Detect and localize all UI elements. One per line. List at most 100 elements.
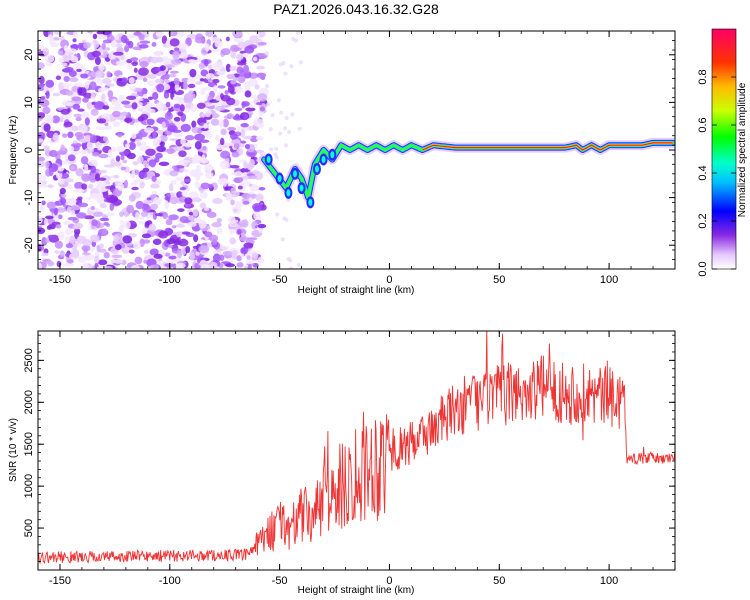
noise-blob [156,83,165,93]
noise-blob [138,171,148,179]
noise-blob [220,245,230,251]
noise-blob [212,78,220,84]
noise-blob [187,221,197,227]
colorbar-label: Normalized spectral amplitude [737,82,748,217]
noise-blob [133,241,141,250]
noise-blob [200,263,210,269]
noise-blob [225,195,233,201]
noise-blob [228,215,236,224]
noise-blob [173,116,181,122]
noise-blob [126,63,133,70]
noise-blob [274,146,279,151]
noise-blob [168,255,177,260]
noise-blob [128,249,135,254]
noise-blob [63,75,70,82]
noise-blob [95,70,104,78]
noise-blob [248,104,254,109]
noise-blob [240,233,246,237]
figure-title: PAZ1.2026.043.16.32.G28 [273,1,439,17]
noise-blob [92,33,98,40]
noise-blob [164,196,171,201]
colorbar-ticks: 0.0 0.2 0.4 0.6 0.8 [697,69,736,277]
noise-blob [216,70,226,76]
spectrogram-y-tick-label: -20 [23,237,35,253]
noise-blob [283,143,288,148]
noise-blob [264,51,269,56]
noise-blob [154,51,162,57]
noise-blob [78,42,83,50]
noise-blob [65,243,73,249]
noise-blob [113,234,120,243]
noise-blob [38,156,45,162]
noise-blob [111,106,123,111]
noise-blob [225,36,230,42]
noise-blob [138,44,149,49]
noise-blob [103,221,109,226]
noise-blob [195,251,200,256]
colorbar-tick-label: 0.2 [697,213,709,228]
noise-blob [116,145,125,153]
noise-blob [99,87,110,91]
noise-blob [124,45,130,53]
noise-blob [111,146,117,153]
noise-blob [164,200,169,210]
noise-blob [69,77,79,83]
noise-blob [74,131,84,138]
noise-blob [141,233,152,239]
snr-y-tick-label: 1500 [23,432,35,456]
noise-blob [216,227,223,235]
noise-blob [229,65,237,71]
noise-blob [109,202,115,211]
noise-blob [97,177,107,181]
noise-blob [47,234,53,239]
noise-blob [59,250,65,257]
noise-blob [159,135,168,142]
noise-blob [199,202,207,209]
noise-blob [276,98,281,103]
noise-blob [240,180,252,186]
noise-blob [257,256,265,264]
noise-blob [73,63,83,69]
noise-blob [233,37,244,43]
noise-blob [192,208,199,217]
noise-blob [231,249,238,258]
noise-blob [55,75,62,81]
noise-blob [130,132,137,140]
noise-blob [70,44,80,49]
noise-blob [257,223,267,229]
noise-blob [97,145,103,151]
noise-blob [80,156,89,165]
noise-blob [122,235,133,244]
noise-blob [283,71,288,76]
noise-blob [269,147,274,152]
noise-blob [38,227,46,235]
noise-blob [96,181,107,186]
noise-blob [90,92,98,96]
noise-blob [173,146,185,152]
noise-blob [236,61,247,66]
noise-blob [255,135,264,141]
noise-blob [64,228,73,236]
noise-blob [144,127,155,134]
spectrogram-x-tick-label: -150 [49,274,71,286]
ridge-blob-core [308,198,313,206]
noise-blob [121,100,131,105]
noise-blob [103,164,115,168]
noise-blob [128,194,136,202]
noise-blob [71,96,82,102]
noise-blob [38,160,46,168]
noise-blob [134,256,143,265]
noise-blob [177,208,185,212]
noise-blob [130,264,141,269]
noise-blob [135,211,140,221]
noise-blob [70,204,81,211]
noise-blob [229,190,240,198]
noise-blob [280,237,285,242]
noise-blob [146,197,152,201]
noise-blob [215,134,220,142]
noise-blob [94,56,101,66]
noise-blob [194,36,206,44]
noise-blob [64,66,74,73]
noise-blob [246,162,254,171]
